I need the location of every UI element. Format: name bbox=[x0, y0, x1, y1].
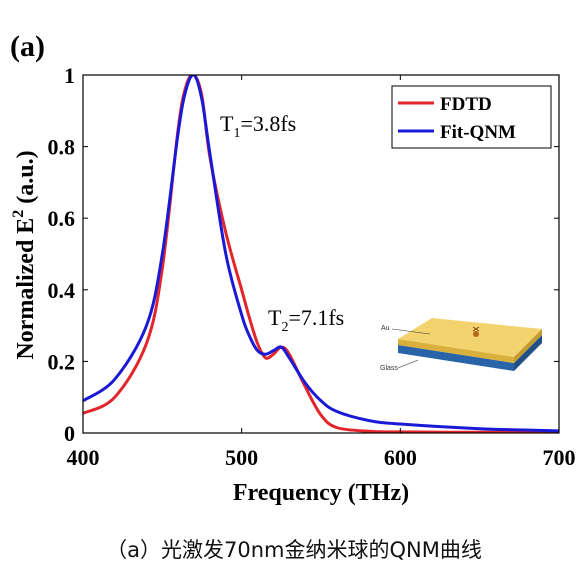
inset-source-marker bbox=[472, 326, 480, 332]
annotation-t1-sub: 1 bbox=[233, 126, 240, 141]
plot-frame bbox=[82, 74, 560, 434]
y-tick-label: 0.4 bbox=[48, 278, 76, 303]
y-axis-title-sup: 2 bbox=[10, 210, 27, 218]
y-tick-label: 0.6 bbox=[48, 206, 76, 231]
annotation-t2-sub: 2 bbox=[281, 320, 288, 335]
annotation-t2-rest: =7.1fs bbox=[288, 305, 344, 330]
x-tick-label: 700 bbox=[543, 445, 576, 470]
y-axis-title-main: Normalized E bbox=[13, 218, 39, 360]
inset-gold-side bbox=[514, 329, 542, 363]
inset-gold-front bbox=[398, 339, 514, 363]
annotation-t2-base: T bbox=[268, 305, 282, 330]
inset-pointer-au bbox=[391, 328, 431, 335]
inset-label-glass: Glass bbox=[380, 365, 398, 372]
annotation-t1: T1=3.8fs bbox=[220, 111, 296, 141]
legend: FDTD Fit-QNM bbox=[391, 85, 552, 149]
inset-gold-top bbox=[398, 318, 542, 357]
x-tick-label: 500 bbox=[225, 445, 258, 470]
inset-nanosphere bbox=[473, 331, 479, 337]
y-tick-label: 0.8 bbox=[48, 135, 76, 160]
inset-glass-front bbox=[398, 345, 514, 371]
figure-caption: （a）光激发70nm金纳米球的QNM曲线 bbox=[106, 538, 482, 562]
legend-box bbox=[391, 85, 552, 149]
x-axis-title: Frequency (THz) bbox=[233, 480, 409, 506]
panel-label: (a) bbox=[10, 30, 45, 63]
legend-label-fit-qnm: Fit-QNM bbox=[440, 122, 516, 143]
annotation-t1-rest: =3.8fs bbox=[240, 111, 296, 136]
plot-lines bbox=[83, 75, 559, 433]
x-tick-label: 400 bbox=[67, 445, 100, 470]
inset-label-au: Au bbox=[381, 325, 390, 332]
inset-schematic: Au Glass bbox=[380, 318, 542, 372]
chart: (a) Normalized E2 (a.u.) Frequency (THz)… bbox=[10, 30, 576, 506]
y-axis-title: Normalized E2 (a.u.) bbox=[10, 150, 39, 359]
annotation-t1-base: T bbox=[220, 111, 234, 136]
x-tick-label: 600 bbox=[384, 445, 417, 470]
y-tick-label: 0.2 bbox=[48, 349, 76, 374]
annotation-t2: T2=7.1fs bbox=[268, 305, 344, 335]
inset-pointer-glass bbox=[397, 359, 419, 369]
y-axis-title-tail: (a.u.) bbox=[13, 150, 39, 209]
inset-glass-side bbox=[514, 335, 542, 371]
series-line-fit-qnm bbox=[83, 75, 559, 433]
legend-label-fdtd: FDTD bbox=[440, 94, 492, 115]
y-tick-label: 0 bbox=[64, 421, 75, 446]
y-tick-label: 1 bbox=[64, 63, 75, 88]
